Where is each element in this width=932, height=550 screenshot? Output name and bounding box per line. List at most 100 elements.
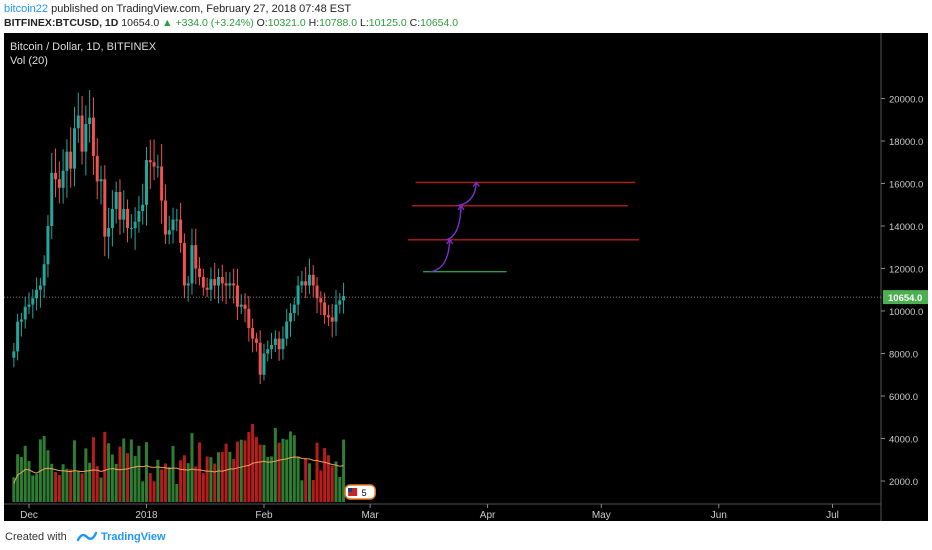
candle-body xyxy=(285,321,289,339)
tradingview-logo-icon[interactable] xyxy=(76,529,98,548)
candle-body xyxy=(152,162,156,167)
candle-body xyxy=(323,302,327,316)
volume-bar xyxy=(156,459,160,502)
low-value: 10125.0 xyxy=(368,17,407,29)
candle-body xyxy=(194,245,198,269)
price-tick-label: 20000.0 xyxy=(889,95,923,106)
candle-body xyxy=(289,313,293,322)
candle-body xyxy=(103,179,107,237)
volume-bar xyxy=(209,457,213,502)
volume-bar xyxy=(19,456,23,502)
volume-bar xyxy=(152,481,156,502)
candle-body xyxy=(243,304,247,309)
volume-bar xyxy=(235,441,239,502)
volume-bar xyxy=(61,464,65,502)
time-tick-label: Jul xyxy=(826,510,839,521)
volume-bar xyxy=(27,461,31,502)
symbol-label: BITFINEX:BTCUSD, 1D xyxy=(4,17,119,29)
volume-bar xyxy=(23,445,27,502)
time-tick-label: Mar xyxy=(361,510,379,521)
volume-bar xyxy=(194,466,198,502)
volume-bar xyxy=(258,444,262,502)
volume-bar xyxy=(31,475,35,502)
volume-bar xyxy=(326,455,330,502)
candle-body xyxy=(35,289,39,299)
candle-body xyxy=(54,172,58,180)
candle-body xyxy=(235,285,239,307)
current-price-label: 10654.0 xyxy=(888,293,922,304)
candle-body xyxy=(304,281,308,286)
candle-body xyxy=(338,300,342,305)
candle-body xyxy=(114,192,118,209)
price-tick-label: 6000.0 xyxy=(889,392,918,403)
candle-body xyxy=(46,226,50,265)
candle-body xyxy=(57,179,61,188)
candle-body xyxy=(122,209,126,220)
volume-bar xyxy=(171,445,175,502)
volume-bar xyxy=(46,450,50,502)
high-label: H: xyxy=(308,17,320,29)
price-tick-label: 16000.0 xyxy=(889,180,923,191)
footer: Created with TradingView xyxy=(0,526,932,550)
volume-bar xyxy=(292,435,296,502)
candle-body xyxy=(217,277,220,286)
arrow-head-icon xyxy=(472,181,480,187)
volume-bar xyxy=(141,481,145,502)
candle-body xyxy=(330,317,334,322)
candle-body xyxy=(311,274,315,286)
candle-body xyxy=(42,264,46,286)
change-indicator: ▲ +334.0 (+3.24%) xyxy=(162,17,254,29)
candle-body xyxy=(213,279,217,286)
candle-body xyxy=(23,306,27,320)
candle-body xyxy=(319,298,323,303)
candle-body xyxy=(186,283,190,286)
candle-body xyxy=(148,160,152,163)
candle-body xyxy=(133,221,137,229)
candle-body xyxy=(281,338,285,350)
volume-bar xyxy=(262,444,266,502)
volume-bar xyxy=(190,433,194,502)
published-text: published on TradingView.com, February 2… xyxy=(51,3,352,15)
volume-bar xyxy=(57,475,61,502)
tradingview-brand[interactable]: TradingView xyxy=(101,531,166,543)
volume-bar xyxy=(186,463,190,502)
chart-area[interactable]: Bitcoin / Dollar, 1D, BITFINEX Vol (20) … xyxy=(4,33,928,531)
volume-bar xyxy=(338,476,342,502)
created-with-text: Created with xyxy=(5,531,67,543)
volume-bar xyxy=(84,448,88,502)
candle-body xyxy=(251,328,255,339)
volume-bar xyxy=(137,445,141,502)
curved-arrow-icon xyxy=(445,205,462,241)
candle-body xyxy=(224,283,228,286)
volume-bar xyxy=(107,443,111,502)
author-link[interactable]: bitcoin22 xyxy=(4,3,49,15)
time-tick-label: Apr xyxy=(480,510,496,521)
volume-bar xyxy=(103,431,107,502)
arrow-head-icon xyxy=(457,204,465,211)
volume-bar xyxy=(254,436,258,502)
volume-bar xyxy=(160,469,164,502)
candle-body xyxy=(315,285,319,299)
volume-bar xyxy=(182,455,186,502)
price-tick-label: 18000.0 xyxy=(889,137,923,148)
candle-body xyxy=(61,170,65,188)
candle-body xyxy=(99,179,103,182)
candle-body xyxy=(273,338,277,345)
price-chart-svg[interactable]: Bitcoin / Dollar, 1D, BITFINEX Vol (20) … xyxy=(4,33,928,531)
candle-body xyxy=(160,166,164,201)
volume-moving-average-line xyxy=(13,456,344,484)
volume-bar xyxy=(35,474,39,502)
candle-body xyxy=(228,283,232,286)
volume-bar xyxy=(122,438,126,502)
close-label: C: xyxy=(409,17,421,29)
volume-bar xyxy=(76,470,80,502)
candle-body xyxy=(270,345,274,350)
candle-body xyxy=(277,338,281,350)
candle-body xyxy=(198,268,202,277)
open-value: 10321.0 xyxy=(267,17,306,29)
volume-bar xyxy=(315,442,319,502)
volume-bar xyxy=(270,456,274,502)
candle-body xyxy=(266,349,270,354)
candle-body xyxy=(144,160,148,205)
candle-body xyxy=(156,166,160,168)
